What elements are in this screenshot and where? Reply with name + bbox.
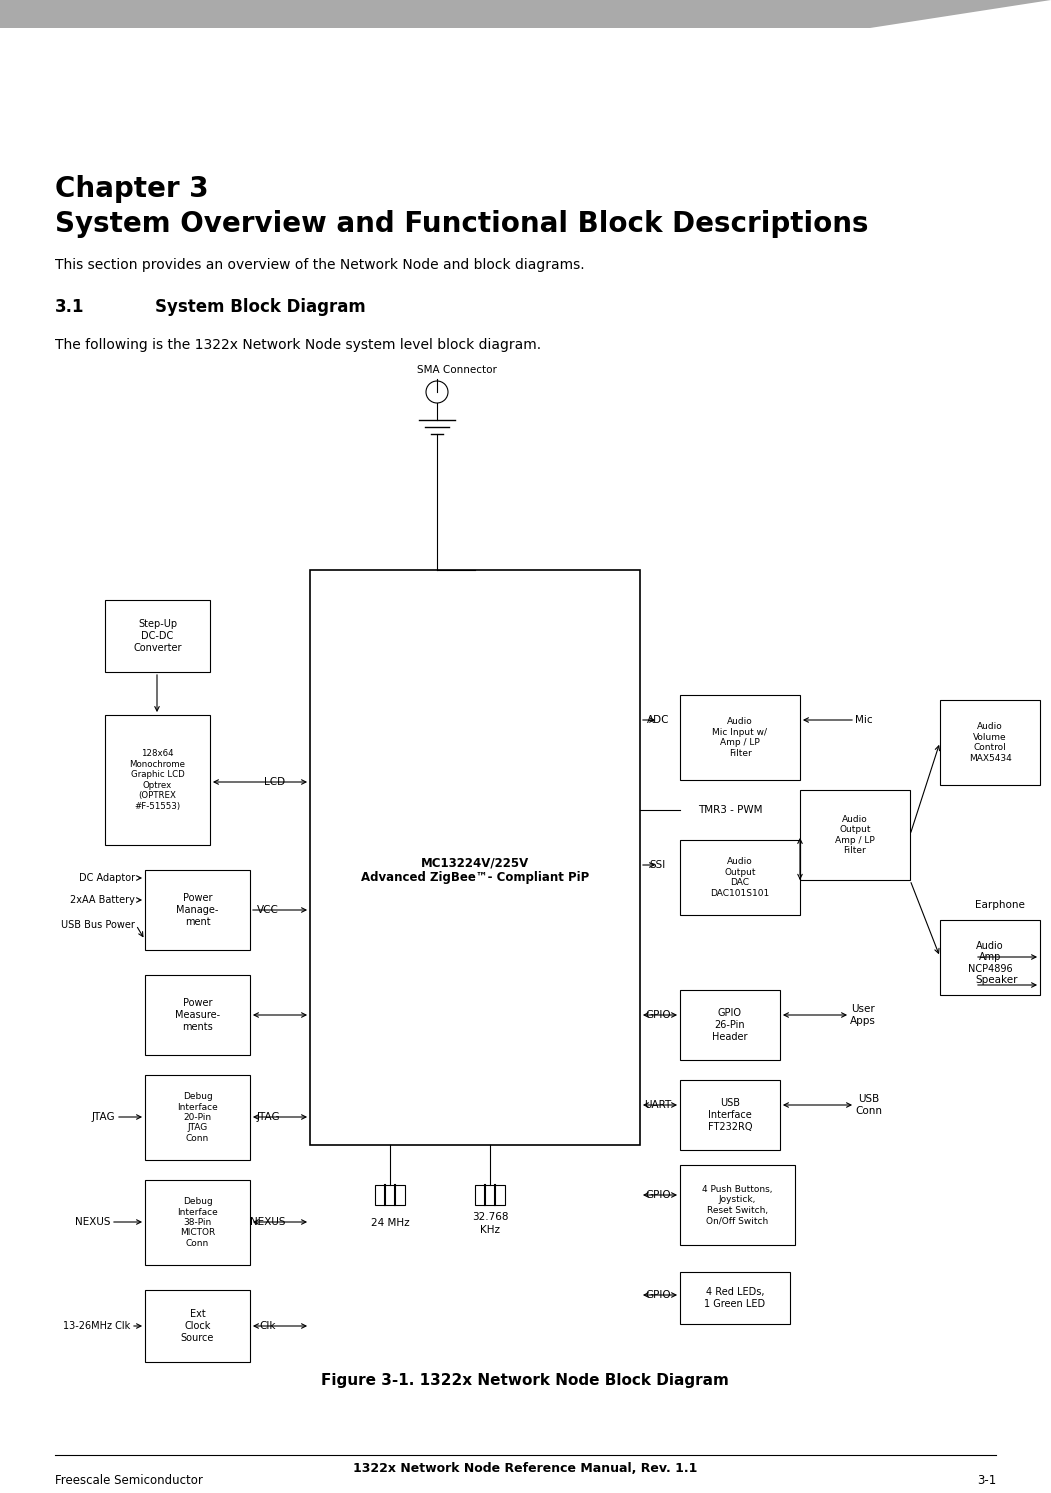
Bar (680, 1079, 780, 1150)
Text: Clk: Clk (260, 1321, 276, 1330)
Text: Chapter 3: Chapter 3 (55, 175, 209, 203)
Bar (145, 1179, 250, 1265)
Text: SSI: SSI (650, 860, 666, 870)
Bar (145, 975, 250, 1056)
Text: 13-26MHz Clk: 13-26MHz Clk (63, 1321, 130, 1330)
Text: 24 MHz: 24 MHz (371, 1218, 409, 1229)
Text: GPIO: GPIO (645, 1009, 671, 1020)
Text: GPIO
26-Pin
Header: GPIO 26-Pin Header (713, 1008, 747, 1042)
Text: SMA Connector: SMA Connector (417, 364, 497, 375)
Text: Power
Measure-
ments: Power Measure- ments (174, 999, 220, 1032)
Text: Figure 3-1. 1322x Network Node Block Diagram: Figure 3-1. 1322x Network Node Block Dia… (321, 1372, 729, 1387)
Text: Audio
Mic Input w/
Amp / LP
Filter: Audio Mic Input w/ Amp / LP Filter (713, 718, 767, 757)
Text: Power
Manage-
ment: Power Manage- ment (177, 893, 219, 927)
Text: Audio
Output
DAC
DAC101S101: Audio Output DAC DAC101S101 (710, 857, 769, 897)
Text: The following is the 1322x Network Node system level block diagram.: The following is the 1322x Network Node … (55, 337, 541, 352)
Bar (940, 700, 1040, 785)
Bar (105, 715, 210, 845)
Text: Audio
Volume
Control
MAX5434: Audio Volume Control MAX5434 (969, 723, 1011, 763)
Text: USB Bus Power: USB Bus Power (61, 920, 135, 930)
Text: NEXUS: NEXUS (75, 1217, 110, 1227)
Polygon shape (870, 0, 1051, 28)
Text: 3.1: 3.1 (55, 299, 84, 317)
Text: 32.768: 32.768 (472, 1212, 509, 1221)
Bar (145, 870, 250, 950)
Text: GPIO: GPIO (645, 1190, 671, 1200)
Text: Mic: Mic (856, 715, 872, 726)
Text: Step-Up
DC-DC
Converter: Step-Up DC-DC Converter (133, 620, 182, 652)
Text: System Block Diagram: System Block Diagram (154, 299, 366, 317)
Text: Speaker: Speaker (975, 975, 1017, 985)
Text: GPIO: GPIO (645, 1290, 671, 1300)
Text: UART: UART (644, 1100, 672, 1109)
Text: 3-1: 3-1 (976, 1474, 996, 1487)
Text: USB
Conn: USB Conn (856, 1094, 882, 1115)
Text: Debug
Interface
38-Pin
MICTOR
Conn: Debug Interface 38-Pin MICTOR Conn (178, 1197, 218, 1248)
Text: DC Adaptor: DC Adaptor (79, 873, 135, 882)
Text: NEXUS: NEXUS (250, 1217, 286, 1227)
Text: Freescale Semiconductor: Freescale Semiconductor (55, 1474, 203, 1487)
Text: Audio
Output
Amp / LP
Filter: Audio Output Amp / LP Filter (836, 815, 874, 855)
Text: JTAG: JTAG (91, 1112, 115, 1123)
Text: LCD: LCD (265, 776, 286, 787)
Bar (940, 920, 1040, 994)
Text: MC13224V/225V
Advanced ZigBee™- Compliant PiP: MC13224V/225V Advanced ZigBee™- Complian… (360, 855, 590, 884)
Bar (105, 600, 210, 672)
Text: 128x64
Monochrome
Graphic LCD
Optrex
(OPTREX
#F-51553): 128x64 Monochrome Graphic LCD Optrex (OP… (129, 749, 185, 811)
Bar (680, 990, 780, 1060)
Text: 4 Push Buttons,
Joystick,
Reset Switch,
On/Off Switch: 4 Push Buttons, Joystick, Reset Switch, … (702, 1185, 772, 1226)
Text: Earphone: Earphone (975, 900, 1025, 911)
Bar (145, 1290, 250, 1362)
Text: VCC: VCC (257, 905, 279, 915)
Text: This section provides an overview of the Network Node and block diagrams.: This section provides an overview of the… (55, 258, 584, 272)
Bar (145, 1075, 250, 1160)
Text: Debug
Interface
20-Pin
JTAG
Conn: Debug Interface 20-Pin JTAG Conn (178, 1093, 218, 1142)
Bar (680, 696, 800, 779)
Text: ADC: ADC (646, 715, 669, 726)
Bar (680, 1165, 795, 1245)
Bar (310, 570, 640, 1145)
Text: Audio
Amp
NCP4896: Audio Amp NCP4896 (968, 941, 1012, 973)
Text: 1322x Network Node Reference Manual, Rev. 1.1: 1322x Network Node Reference Manual, Rev… (353, 1462, 697, 1475)
Text: TMR3 - PWM: TMR3 - PWM (698, 805, 762, 815)
Bar (375, 1185, 405, 1205)
Text: JTAG: JTAG (256, 1112, 280, 1123)
Bar (680, 841, 800, 915)
Text: Ext
Clock
Source: Ext Clock Source (181, 1309, 214, 1342)
Bar (800, 790, 910, 879)
Bar (680, 1272, 790, 1324)
Text: 2xAA Battery: 2xAA Battery (70, 894, 135, 905)
Text: USB
Interface
FT232RQ: USB Interface FT232RQ (707, 1099, 753, 1132)
Text: 4 Red LEDs,
1 Green LED: 4 Red LEDs, 1 Green LED (704, 1287, 765, 1309)
Text: User
Apps: User Apps (850, 1005, 875, 1026)
Bar (475, 1185, 504, 1205)
Text: KHz: KHz (480, 1224, 500, 1235)
Text: System Overview and Functional Block Descriptions: System Overview and Functional Block Des… (55, 211, 868, 237)
Bar (0, 0, 1051, 28)
